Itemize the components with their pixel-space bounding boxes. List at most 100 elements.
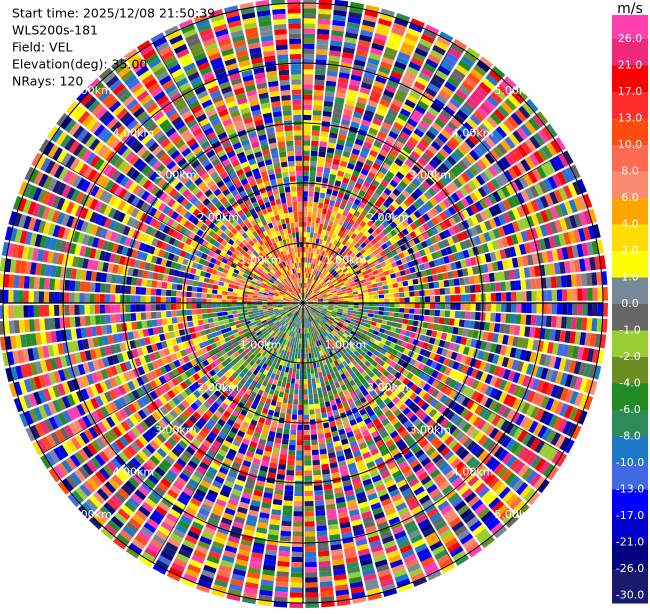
gate [491, 261, 499, 272]
gate [395, 259, 403, 266]
gate [572, 288, 578, 301]
gate [413, 81, 426, 91]
gate [362, 312, 369, 317]
gate [553, 356, 562, 370]
gate [309, 284, 313, 290]
gate [297, 419, 303, 425]
gate [303, 155, 310, 161]
gate [318, 287, 324, 291]
gate [408, 168, 418, 178]
gate [315, 270, 319, 276]
gate [350, 233, 357, 240]
gate [402, 75, 415, 85]
gate [444, 367, 452, 376]
gate [461, 171, 471, 183]
gate [402, 126, 413, 136]
gate [279, 535, 291, 542]
gate [327, 142, 336, 149]
gate [555, 371, 564, 385]
gate [322, 293, 328, 297]
gate [380, 338, 387, 344]
gate [423, 262, 431, 270]
gate [329, 238, 335, 244]
gate [278, 545, 291, 552]
gate [333, 301, 339, 303]
gate [413, 146, 424, 156]
gate [401, 42, 415, 52]
gate [470, 68, 484, 81]
gate [356, 177, 365, 185]
gate [313, 287, 318, 293]
gate [291, 567, 303, 573]
gate [327, 308, 333, 311]
gate [410, 18, 425, 29]
gate [419, 348, 427, 356]
gate [582, 226, 591, 241]
gate [463, 276, 470, 285]
gate [281, 520, 292, 527]
gate [303, 221, 307, 227]
gate [383, 117, 394, 126]
gate [449, 310, 456, 318]
gate [332, 19, 346, 27]
gate [395, 184, 405, 193]
gate [338, 280, 344, 285]
gate [308, 201, 313, 207]
gate [470, 338, 477, 348]
gate [276, 576, 289, 583]
gate [310, 424, 317, 430]
gate [303, 379, 308, 385]
gate [303, 33, 315, 39]
gate [465, 195, 474, 206]
gate [377, 216, 385, 224]
gate [303, 394, 309, 400]
gate [310, 150, 318, 157]
gate [588, 208, 597, 224]
gate [373, 80, 386, 89]
gate [430, 303, 436, 309]
gate [337, 310, 343, 314]
gate [303, 38, 315, 44]
gate [298, 389, 303, 395]
gate [525, 404, 536, 417]
gate [416, 76, 429, 87]
gate [408, 136, 419, 146]
gate [320, 267, 325, 273]
gate [318, 8, 332, 15]
gate [303, 181, 309, 187]
gate [330, 168, 338, 176]
gate [505, 313, 512, 324]
gate [307, 304, 313, 306]
gate [408, 204, 417, 213]
gate [288, 367, 293, 374]
gate [283, 371, 289, 378]
gate [312, 297, 318, 300]
gate [473, 189, 483, 200]
gate [509, 347, 517, 358]
gate [408, 314, 415, 320]
gate [409, 331, 416, 339]
gate [370, 47, 383, 56]
gate [295, 475, 303, 481]
gate [405, 172, 415, 182]
gate [519, 243, 527, 255]
gate [275, 581, 289, 588]
gate [312, 237, 317, 244]
gate [408, 239, 416, 247]
gate [531, 290, 537, 302]
gate [514, 325, 521, 336]
gate [498, 214, 507, 225]
gate [418, 216, 426, 225]
gate [450, 295, 456, 302]
gate [451, 234, 460, 244]
gate [433, 354, 441, 362]
gate [488, 165, 499, 177]
gate [541, 381, 550, 394]
gate [412, 201, 421, 210]
gate [581, 242, 589, 257]
gate [307, 289, 310, 294]
gate [329, 316, 335, 321]
gate [374, 113, 385, 122]
gate [348, 323, 355, 328]
gate [569, 331, 576, 344]
